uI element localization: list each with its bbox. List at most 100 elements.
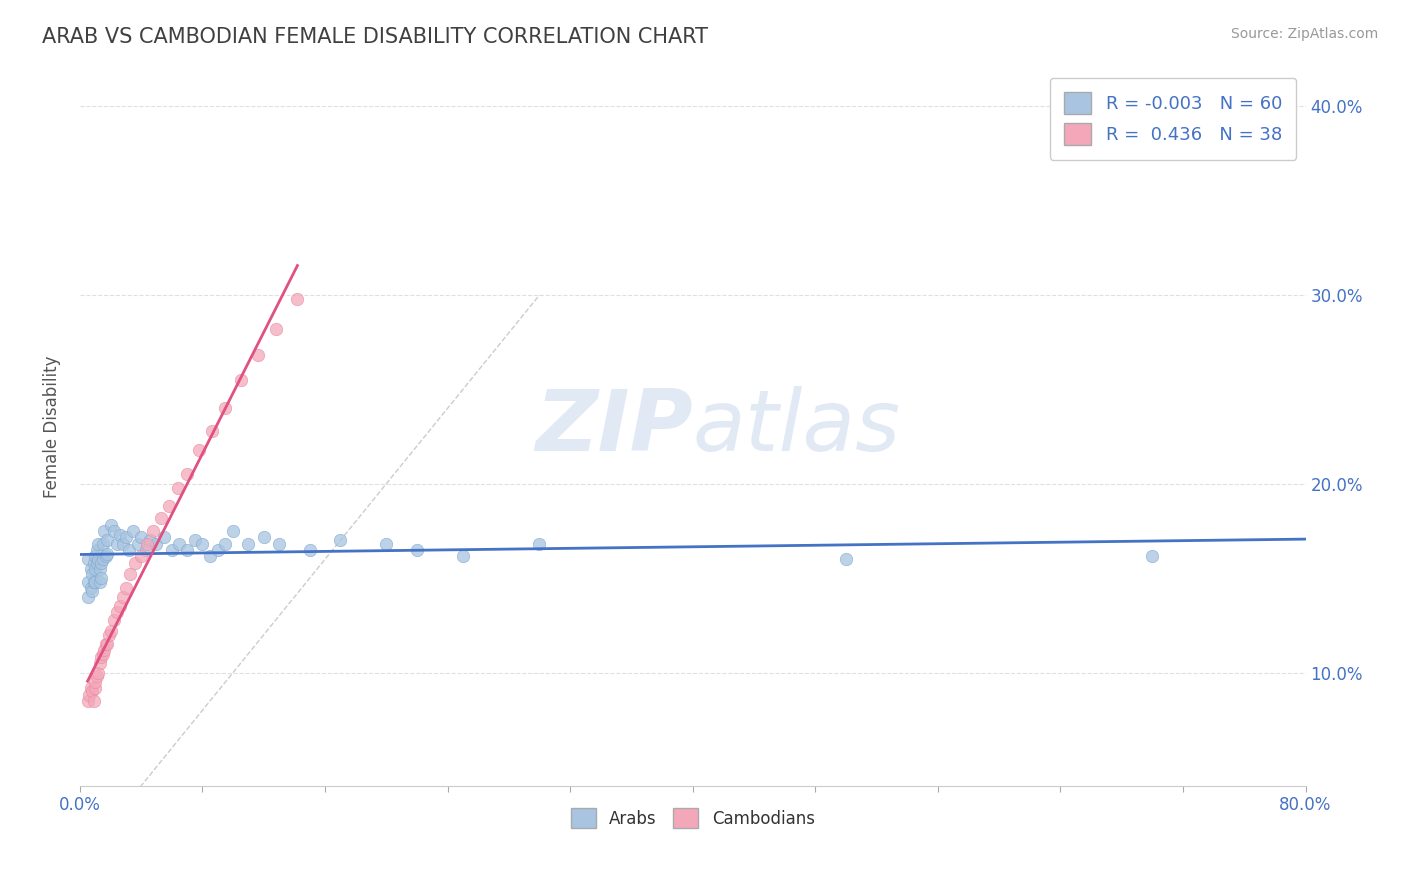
Point — [89, 656, 111, 670]
Point — [214, 537, 236, 551]
Point — [79, 562, 101, 576]
Point — [77, 688, 100, 702]
Y-axis label: Female Disability: Female Disability — [44, 356, 60, 499]
Point — [375, 537, 398, 551]
Point — [529, 537, 551, 551]
Text: ZIP: ZIP — [536, 385, 693, 468]
Point — [169, 537, 191, 551]
Point — [114, 530, 136, 544]
Point — [76, 574, 98, 589]
Point — [329, 533, 352, 548]
Point — [86, 669, 108, 683]
Point — [214, 401, 236, 416]
Point — [93, 643, 115, 657]
Point — [90, 650, 112, 665]
Point — [176, 467, 198, 482]
Point — [111, 537, 134, 551]
Point — [1142, 549, 1164, 563]
Point — [157, 500, 180, 514]
Point — [103, 524, 125, 538]
Point — [86, 556, 108, 570]
Text: Source: ZipAtlas.com: Source: ZipAtlas.com — [1230, 27, 1378, 41]
Point — [91, 647, 114, 661]
Point — [139, 533, 162, 548]
Point — [184, 533, 207, 548]
Point — [145, 537, 167, 551]
Point — [84, 562, 107, 576]
Point — [167, 481, 190, 495]
Point — [120, 567, 142, 582]
Point — [835, 552, 858, 566]
Point — [89, 574, 111, 589]
Point — [84, 675, 107, 690]
Point — [298, 542, 321, 557]
Point — [96, 533, 118, 548]
Point — [105, 537, 128, 551]
Point — [84, 549, 107, 563]
Point — [89, 562, 111, 576]
Text: ARAB VS CAMBODIAN FEMALE DISABILITY CORRELATION CHART: ARAB VS CAMBODIAN FEMALE DISABILITY CORR… — [42, 27, 709, 46]
Point — [160, 542, 183, 557]
Point — [229, 373, 252, 387]
Point — [142, 524, 165, 538]
Point — [176, 542, 198, 557]
Point — [406, 542, 429, 557]
Point — [114, 581, 136, 595]
Point — [94, 549, 117, 563]
Point — [76, 694, 98, 708]
Point — [108, 527, 131, 541]
Point — [122, 524, 145, 538]
Point — [82, 684, 104, 698]
Point — [111, 590, 134, 604]
Point — [94, 637, 117, 651]
Point — [91, 537, 114, 551]
Point — [246, 348, 269, 362]
Point — [84, 574, 107, 589]
Point — [127, 537, 149, 551]
Point — [198, 549, 221, 563]
Point — [150, 510, 173, 524]
Point — [100, 518, 122, 533]
Point — [136, 537, 159, 551]
Point — [79, 681, 101, 695]
Point — [129, 549, 152, 563]
Point — [201, 424, 224, 438]
Point — [96, 637, 118, 651]
Point — [79, 581, 101, 595]
Point — [207, 542, 229, 557]
Point — [103, 613, 125, 627]
Point — [451, 549, 474, 563]
Point — [91, 552, 114, 566]
Point — [90, 571, 112, 585]
Point — [76, 590, 98, 604]
Point — [222, 524, 245, 538]
Point — [238, 537, 260, 551]
Point — [264, 322, 287, 336]
Point — [87, 665, 110, 680]
Legend: Arabs, Cambodians: Arabs, Cambodians — [564, 801, 821, 835]
Point — [287, 292, 309, 306]
Point — [87, 537, 110, 551]
Point — [82, 584, 104, 599]
Point — [98, 628, 121, 642]
Point — [153, 530, 176, 544]
Point — [105, 605, 128, 619]
Text: atlas: atlas — [693, 385, 901, 468]
Point — [129, 530, 152, 544]
Point — [84, 681, 107, 695]
Point — [96, 547, 118, 561]
Point — [87, 552, 110, 566]
Point — [83, 694, 105, 708]
Point — [82, 567, 104, 582]
Point — [90, 556, 112, 570]
Point — [253, 530, 276, 544]
Point — [100, 624, 122, 638]
Point — [135, 542, 157, 557]
Point — [267, 537, 290, 551]
Point — [191, 537, 214, 551]
Point — [124, 556, 146, 570]
Point — [188, 442, 211, 457]
Point — [76, 552, 98, 566]
Point — [83, 556, 105, 570]
Point — [108, 599, 131, 614]
